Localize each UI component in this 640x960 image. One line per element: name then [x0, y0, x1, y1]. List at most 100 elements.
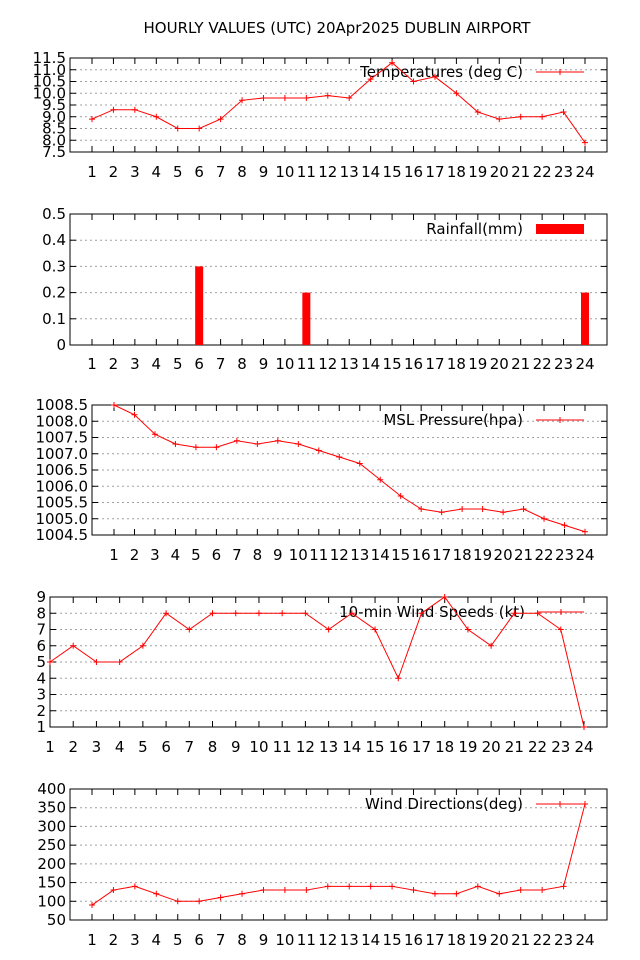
- rainfall-ytick-label: 0: [56, 336, 66, 354]
- wind-speed-xtick-label: 14: [342, 738, 361, 756]
- temperature-point: [89, 116, 95, 123]
- wind-speed-ytick-label: 1: [36, 718, 46, 736]
- wind-direction-xtick-label: 12: [318, 931, 337, 949]
- pressure-ytick-label: 1007.0: [36, 445, 89, 463]
- wind-speed-point: [302, 610, 309, 617]
- wind-direction-xtick-label: 11: [297, 931, 316, 949]
- pressure-xtick-label: 1: [109, 546, 119, 564]
- wind-direction-point: [389, 883, 396, 890]
- pressure-point: [582, 528, 588, 535]
- pressure-point: [295, 441, 302, 447]
- wind-speed-point: [395, 675, 402, 682]
- rainfall-xtick-label: 9: [259, 355, 269, 373]
- wind-direction-point: [324, 883, 331, 890]
- wind-direction-point: [539, 887, 546, 894]
- wind-direction-point: [131, 883, 138, 890]
- pressure-point: [397, 493, 404, 499]
- wind-direction-ytick-label: 350: [37, 799, 66, 817]
- wind-speed-xtick-label: 19: [458, 738, 477, 756]
- temperature-xtick-label: 21: [511, 163, 530, 181]
- temperature-point: [560, 109, 567, 116]
- wind-direction-point: [474, 883, 481, 890]
- rainfall-ytick-label: 0.5: [42, 205, 66, 223]
- pressure-ytick-label: 1007.5: [36, 429, 89, 447]
- temperature-point: [131, 106, 138, 113]
- wind-direction-ytick-label: 400: [37, 780, 66, 798]
- temperature-xtick-label: 5: [173, 163, 183, 181]
- rainfall-xtick-label: 13: [340, 355, 359, 373]
- wind-speed-xtick-label: 21: [505, 738, 524, 756]
- wind-speed-point: [186, 626, 193, 633]
- wind-direction-point: [153, 890, 160, 897]
- temperature-xtick-label: 6: [194, 163, 204, 181]
- wind-direction-xtick-label: 24: [575, 931, 594, 949]
- temperature-ytick-label: 10.5: [33, 73, 66, 91]
- wind-speed-legend-marker: [558, 609, 564, 615]
- temperature-point: [496, 116, 503, 123]
- wind-speed-point: [47, 659, 53, 665]
- wind-speed-point: [279, 610, 286, 617]
- temperature-plot-frame: [69, 57, 608, 153]
- temperature-ytick-label: 7.5: [42, 143, 66, 161]
- temperature-ytick-label: 8.5: [42, 120, 66, 138]
- wind-direction-point: [453, 890, 460, 897]
- wind-direction-xtick-label: 1: [87, 931, 97, 949]
- temperature-ytick-label: 11.5: [33, 49, 66, 67]
- rainfall-ytick-label: 0.2: [42, 284, 66, 302]
- temperature-xtick-label: 15: [383, 163, 402, 181]
- wind-speed-xtick-label: 24: [574, 738, 593, 756]
- temperature-ytick-label: 9.0: [42, 108, 66, 126]
- rainfall-xtick-label: 11: [297, 355, 316, 373]
- temperature-point: [303, 94, 310, 101]
- temperature-point: [174, 125, 181, 132]
- wind-direction-point: [281, 887, 288, 894]
- pressure-point: [315, 447, 322, 454]
- pressure-xtick-label: 22: [534, 546, 553, 564]
- wind-speed-point: [441, 594, 448, 600]
- wind-direction-ytick-label: 100: [37, 892, 66, 910]
- pressure-point: [172, 441, 179, 447]
- wind-speed-point: [116, 659, 123, 665]
- pressure-point: [377, 476, 384, 483]
- rainfall-ytick-label: 0.1: [42, 310, 66, 328]
- pressure-ytick-label: 1008.5: [36, 396, 89, 414]
- pressure-ytick-label: 1005.0: [36, 510, 89, 528]
- pressure-point: [356, 460, 363, 467]
- wind-direction-series-line: [91, 803, 586, 906]
- rainfall-bar: [195, 266, 204, 345]
- pressure-ytick-label: 1008.0: [36, 412, 89, 430]
- wind-direction-xtick-label: 19: [468, 931, 487, 949]
- temperature-point: [582, 139, 588, 146]
- wind-direction-xtick-label: 8: [237, 931, 247, 949]
- wind-speed-xtick-label: 8: [208, 738, 218, 756]
- temperature-point: [367, 76, 374, 83]
- wind-direction-xtick-label: 2: [109, 931, 119, 949]
- wind-direction-ytick-label: 250: [37, 836, 66, 854]
- pressure-xtick-label: 18: [453, 546, 472, 564]
- temperature-xtick-label: 3: [130, 163, 140, 181]
- pressure-xtick-label: 12: [330, 546, 349, 564]
- wind-direction-point: [496, 890, 503, 897]
- wind-speed-xtick-label: 20: [482, 738, 501, 756]
- temperature-point: [110, 106, 117, 113]
- temperature-xtick-label: 14: [361, 163, 380, 181]
- wind-speed-point: [232, 610, 239, 617]
- wind-speed-ytick-label: 6: [36, 637, 46, 655]
- temperature-point: [281, 94, 288, 101]
- temperature-legend-marker: [557, 69, 563, 75]
- temperature-xtick-label: 7: [216, 163, 226, 181]
- rainfall-plot-frame: [69, 213, 608, 346]
- wind-speed-point: [418, 610, 425, 617]
- rainfall-bar: [581, 292, 589, 345]
- wind-speed-point: [325, 626, 332, 633]
- pressure-point: [541, 515, 548, 522]
- temperature-xtick-label: 16: [404, 163, 423, 181]
- temperature-xtick-label: 12: [318, 163, 337, 181]
- temperature-xtick-label: 19: [468, 163, 487, 181]
- rainfall-xtick-label: 16: [404, 355, 423, 373]
- wind-speed-xtick-label: 17: [412, 738, 431, 756]
- rainfall-xtick-label: 8: [237, 355, 247, 373]
- pressure-point: [520, 506, 527, 512]
